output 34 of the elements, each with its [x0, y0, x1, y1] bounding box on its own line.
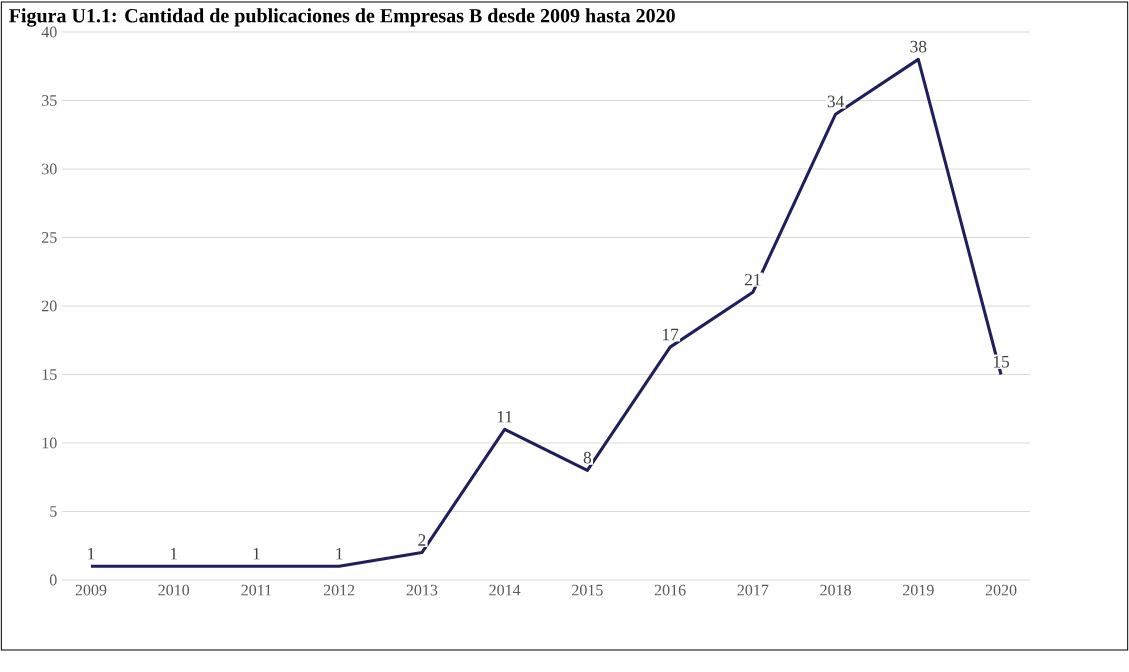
data-label: 34 [827, 95, 844, 108]
x-tick-label: 2012 [323, 584, 355, 596]
y-tick-label: 0 [49, 574, 57, 586]
x-tick-label: 2011 [241, 584, 272, 596]
chart-title: Figura U1.1: Cantidad de publicaciones de Empresas B desde 2009 hasta 2020 [9, 8, 675, 27]
y-tick-label: 10 [42, 437, 57, 449]
data-label: 1 [336, 547, 343, 560]
y-tick-label: 15 [42, 369, 57, 380]
y-tick-label: 20 [42, 300, 57, 312]
x-tick-label: 2018 [820, 584, 851, 596]
x-tick-label: 2013 [406, 584, 438, 596]
data-label: 21 [744, 273, 761, 286]
x-tick-label: 2015 [572, 584, 603, 596]
data-label: 11 [497, 410, 512, 423]
y-tick-label: 25 [42, 232, 57, 243]
x-tick-label: 2017 [737, 584, 769, 596]
y-tick-label: 30 [42, 163, 57, 175]
x-tick-label: 2009 [75, 584, 107, 596]
data-label: 1 [88, 547, 95, 560]
data-label: 17 [662, 328, 679, 341]
data-label: 38 [910, 40, 927, 53]
y-tick-label: 35 [42, 95, 57, 106]
x-tick-label: 2016 [654, 584, 686, 596]
data-label: 1 [170, 547, 177, 560]
x-tick-label: 2020 [985, 584, 1017, 596]
x-tick-label: 2010 [158, 584, 190, 596]
y-tick-label: 5 [50, 506, 57, 517]
x-tick-label: 2019 [903, 584, 934, 596]
data-label: 15 [993, 355, 1010, 368]
x-tick-label: 2014 [489, 584, 521, 596]
data-label: 2 [418, 534, 426, 546]
data-label: 1 [253, 547, 260, 560]
y-tick-label: 40 [41, 26, 57, 38]
data-label: 8 [583, 451, 592, 464]
